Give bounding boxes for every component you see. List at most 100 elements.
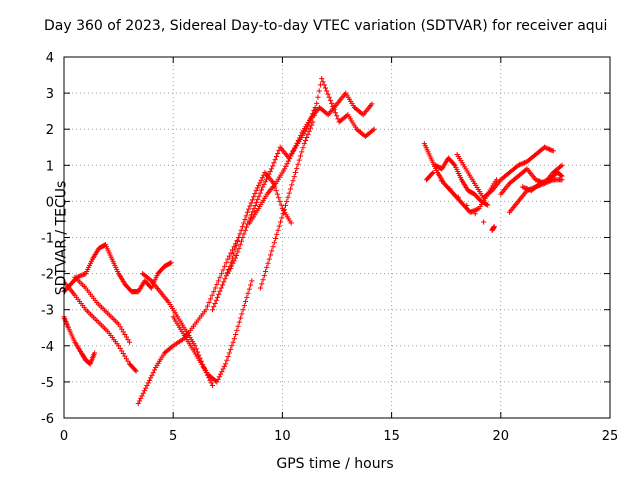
data-point [252,202,258,209]
data-point [143,385,149,391]
data-point [257,190,263,196]
data-point [290,178,296,184]
data-point [320,79,326,85]
data-point [244,294,250,300]
data-point [240,307,246,313]
data-point [322,85,329,91]
data-point [277,219,284,225]
data-point [220,366,226,372]
data-point [296,157,302,163]
data-point [267,252,274,258]
data-point [326,94,332,100]
data-point [217,274,223,280]
data-point [150,370,156,376]
data-point [243,213,249,219]
data-point [259,281,265,287]
data-point [291,174,297,180]
data-point [260,277,266,283]
data-point [241,302,247,309]
data-point [269,248,275,254]
data-point [242,216,248,223]
data-point [491,224,497,230]
data-point [242,227,248,233]
data-point [231,251,237,257]
data-point [550,148,556,154]
data-point [302,137,309,144]
data-point [240,234,246,241]
data-point [271,160,277,166]
data-point [558,173,564,179]
data-point [262,268,269,275]
data-point [247,282,254,288]
data-point [219,282,226,288]
data-point [221,279,227,285]
data-point [274,191,281,197]
data-point [250,209,256,215]
data-point [139,393,145,399]
data-point [235,323,241,329]
data-point [145,380,151,386]
data-point [273,187,279,194]
data-point [285,194,291,200]
data-point [235,249,241,255]
data-point [283,163,289,169]
data-point [332,110,339,116]
data-point [270,163,276,169]
data-point [265,260,271,266]
data-point [300,145,306,151]
data-point [135,400,141,407]
data-point [430,169,436,176]
data-point [257,285,264,291]
data-point [132,367,138,373]
x-tick-label: 15 [383,429,400,444]
data-point [241,231,247,237]
x-tick-label: 0 [60,429,68,444]
data-point [245,290,251,296]
data-point [222,276,228,282]
data-point [299,149,305,155]
data-point [288,220,294,226]
y-tick-label: -1 [41,232,54,247]
data-point [243,224,250,230]
data-point [272,157,278,163]
data-point [224,357,230,363]
data-point [218,371,224,377]
x-tick-label: 25 [602,429,619,444]
data-point [214,294,221,300]
data-point [284,198,290,204]
data-point [133,368,139,374]
data-point [429,170,435,177]
data-point [136,398,143,404]
data-point [559,173,565,179]
data-point [330,103,336,110]
data-point [246,206,252,212]
y-tick-label: 3 [46,87,54,102]
data-point [212,285,218,291]
data-point [203,307,209,313]
data-point [297,153,304,159]
data-point [193,346,199,352]
data-point [217,288,223,294]
data-point [289,182,295,188]
data-point [451,161,457,167]
data-point [292,169,299,176]
data-point [438,178,445,184]
data-point [268,166,275,172]
data-point [220,267,226,273]
data-point [270,244,276,250]
data-point [324,88,330,94]
data-point [233,331,239,338]
data-point [247,203,253,209]
data-point [216,291,222,297]
data-point [334,113,340,119]
data-point [239,224,246,230]
data-point [226,350,232,356]
x-axis-label: GPS time / hours [276,456,394,472]
data-point [144,382,150,389]
data-point [249,278,255,284]
data-point [278,202,284,208]
data-point [209,307,216,313]
data-point [266,256,272,262]
data-point [213,297,219,304]
data-point [233,243,239,249]
